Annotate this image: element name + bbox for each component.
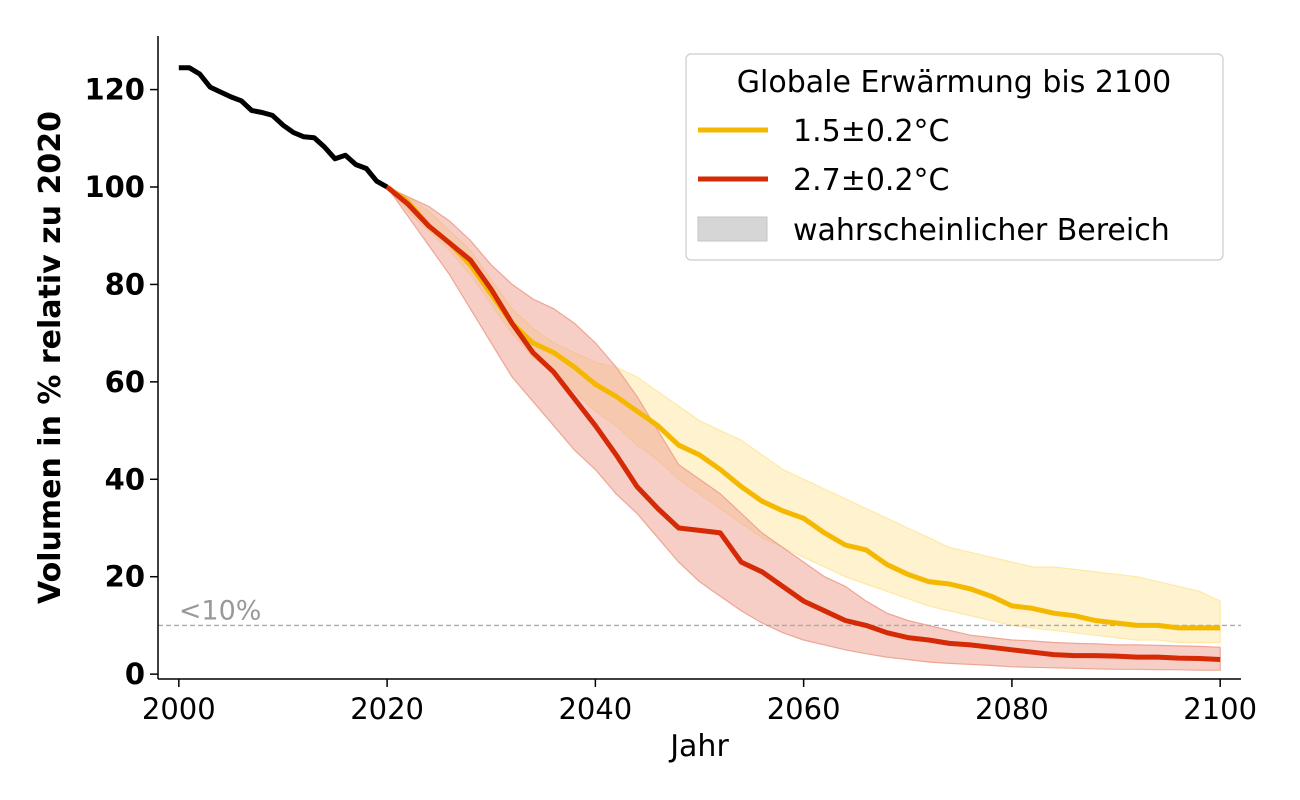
axes: 2000 2020 2040 2060 2080 2100020406080100120J… <box>33 36 1257 764</box>
legend-label-1: 1.5±0.2°C <box>793 114 950 149</box>
y-tick-label: 20 <box>105 560 145 594</box>
y-tick-label: 100 <box>84 170 145 204</box>
y-tick-label: 80 <box>105 267 145 301</box>
x-tick-label: 2080 <box>975 692 1049 726</box>
y-tick-label: 40 <box>105 462 145 496</box>
x-tick-label: 2020 <box>350 692 424 726</box>
x-tick-label: 2000 <box>142 692 216 726</box>
y-tick-label: 0 <box>125 657 145 691</box>
legend-title: Globale Erwärmung bis 2100 <box>737 65 1171 100</box>
series-line-1 <box>385 184 1221 631</box>
threshold-layer: <10% <box>158 595 1241 626</box>
x-tick-label: 2060 <box>767 692 841 726</box>
threshold-label: <10% <box>179 595 262 626</box>
y-axis-title: Volumen in % relativ zu 2020 <box>33 111 68 604</box>
legend-range-swatch <box>697 216 768 242</box>
x-tick-label: 2100 <box>1183 692 1257 726</box>
y-tick-label: 60 <box>105 365 145 399</box>
series-lines <box>178 65 1221 662</box>
x-tick-label: 2040 <box>558 692 632 726</box>
legend: Globale Erwärmung bis 2100 1.5±0.2°C 2.7±0… <box>685 53 1224 261</box>
legend-range-label: wahrscheinlicher Bereich <box>793 213 1170 248</box>
y-tick-label: 120 <box>84 73 145 107</box>
legend-label-2: 2.7±0.2°C <box>793 163 950 198</box>
series-line-2 <box>385 185 1221 662</box>
legend-box <box>685 53 1224 261</box>
x-axis-title: Jahr <box>668 729 729 764</box>
historical-line <box>178 65 389 190</box>
